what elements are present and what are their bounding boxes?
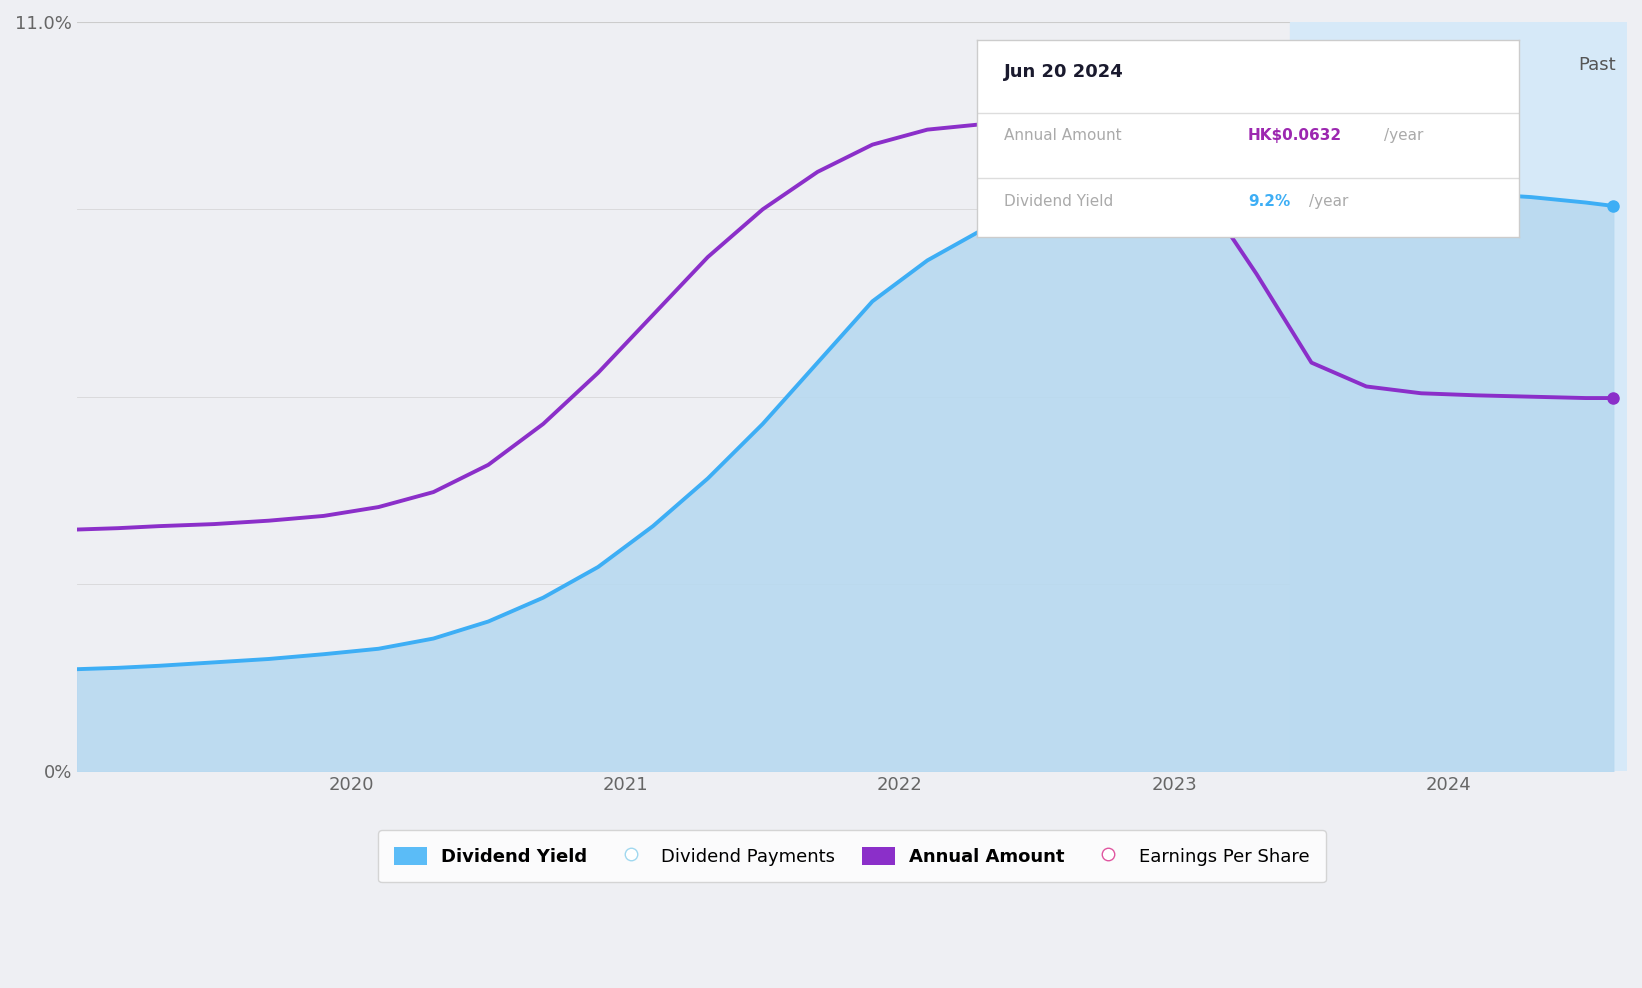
Text: Past: Past [1578,55,1616,74]
Text: Jun 20 2024: Jun 20 2024 [1005,63,1123,81]
Text: 9.2%: 9.2% [1248,194,1291,208]
Text: HK$0.0632: HK$0.0632 [1248,128,1342,143]
Text: /year: /year [1309,194,1348,208]
Text: /year: /year [1384,128,1424,143]
Text: Annual Amount: Annual Amount [1005,128,1121,143]
Legend: Dividend Yield, Dividend Payments, Annual Amount, Earnings Per Share: Dividend Yield, Dividend Payments, Annua… [378,830,1325,882]
Bar [1289,22,1627,772]
Text: Dividend Yield: Dividend Yield [1005,194,1113,208]
